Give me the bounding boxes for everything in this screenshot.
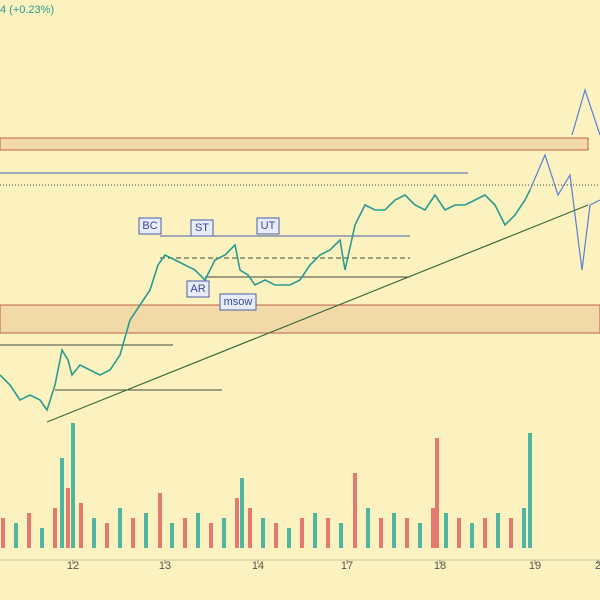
volume-bar (235, 498, 239, 548)
volume-bar (457, 518, 461, 548)
annotation-box (190, 219, 214, 237)
zone (0, 137, 589, 151)
volume-bar (209, 523, 213, 548)
x-tick-label: 17 (341, 560, 353, 572)
x-tick-label: 12 (67, 560, 79, 572)
volume-bar (274, 523, 278, 548)
volume-bar (418, 523, 422, 548)
volume-bar (240, 478, 244, 548)
volume-bar (158, 493, 162, 548)
annotation-box (186, 280, 210, 298)
volume-bar (470, 523, 474, 548)
volume-bar (528, 433, 532, 548)
volume-bar (196, 513, 200, 548)
volume-bar (522, 508, 526, 548)
volume-bar (392, 513, 396, 548)
volume-bar (92, 518, 96, 548)
annotation-label: UT (261, 220, 276, 232)
volume-bar (60, 458, 64, 548)
volume-bar (444, 513, 448, 548)
volume-bar (435, 438, 439, 548)
annotation-label: BC (142, 220, 157, 232)
volume-bar (170, 523, 174, 548)
volume-bar (248, 508, 252, 548)
volume-bar (131, 518, 135, 548)
x-tick-label: 18 (434, 560, 446, 572)
price-change: 4 (+0.23%) (0, 4, 54, 16)
volume-bar (509, 518, 513, 548)
annotation-box (219, 293, 257, 311)
volume-bar (40, 528, 44, 548)
volume-bar (313, 513, 317, 548)
price-line (571, 87, 600, 136)
volume-bar (183, 518, 187, 548)
annotation-box (138, 217, 162, 235)
x-tick-label: 14 (252, 560, 264, 572)
volume-bar (14, 523, 18, 548)
volume-bar (105, 523, 109, 548)
volume-bar (366, 508, 370, 548)
volume-bar (71, 423, 75, 548)
volume-bar (118, 508, 122, 548)
volume-bar (431, 508, 435, 548)
price-line (0, 189, 531, 412)
zone (0, 304, 600, 334)
volume-bar (379, 518, 383, 548)
volume-bar (287, 528, 291, 548)
price-line (529, 153, 600, 271)
volume-bar (483, 518, 487, 548)
volume-bar (326, 518, 330, 548)
x-tick-label: 19 (529, 560, 541, 572)
volume-bar (1, 518, 5, 548)
volume-bar (222, 518, 226, 548)
volume-bar (261, 518, 265, 548)
volume-bar (300, 518, 304, 548)
volume-bar (66, 488, 70, 548)
volume-bar (339, 523, 343, 548)
volume-bar (27, 513, 31, 548)
annotation-label: AR (190, 283, 205, 295)
price-line (46, 204, 589, 423)
volume-bar (144, 513, 148, 548)
volume-bar (496, 513, 500, 548)
annotation-box (256, 217, 280, 235)
x-tick-label: 2 (595, 560, 600, 572)
annotation-label: ST (195, 222, 209, 234)
volume-bar (79, 503, 83, 548)
annotation-label: msow (224, 296, 253, 308)
volume-bar (53, 508, 57, 548)
volume-bar (405, 518, 409, 548)
x-tick-label: 13 (159, 560, 171, 572)
volume-bar (353, 473, 357, 548)
